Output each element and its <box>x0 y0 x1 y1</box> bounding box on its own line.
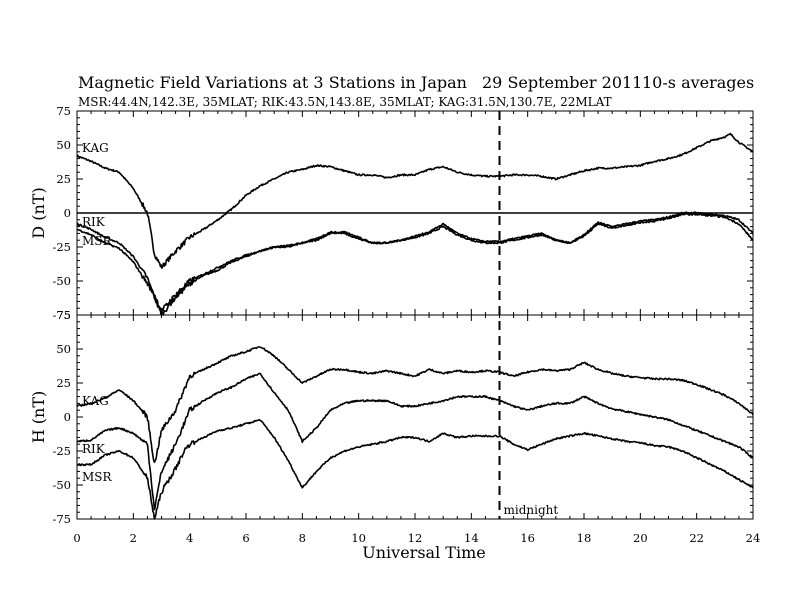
x-tick-label: 18 <box>577 531 592 545</box>
y-tick-label: 75 <box>56 104 71 118</box>
d-axis-label: D (nT) <box>29 187 48 238</box>
y-tick-label: 50 <box>56 342 71 356</box>
y-tick-label: 75 <box>56 308 71 322</box>
y-tick-label: -25 <box>52 240 71 254</box>
y-tick-label: -75 <box>52 512 71 526</box>
d-series-kag-line <box>76 132 754 270</box>
x-tick-label: 10 <box>351 531 366 545</box>
x-tick-label: 20 <box>633 531 648 545</box>
h-series-msr-line <box>77 418 754 520</box>
h-series-kag-line <box>76 346 754 464</box>
chart-averaging: 10-s averages <box>642 73 754 92</box>
y-tick-label: -50 <box>52 478 71 492</box>
h-label-kag: KAG <box>82 394 109 408</box>
x-tick-label: 2 <box>130 531 137 545</box>
x-tick-label: 14 <box>464 531 479 545</box>
y-tick-label: 0 <box>64 206 71 220</box>
y-tick-label: -50 <box>52 274 71 288</box>
d-label-msr: MSR <box>82 234 113 248</box>
y-tick-label: 50 <box>56 138 71 152</box>
d-series-msr-line <box>76 212 754 313</box>
d-series-rik-line <box>76 211 754 316</box>
x-tick-label: 6 <box>242 531 249 545</box>
x-tick-label: 12 <box>408 531 423 545</box>
chart-date: 29 September 2011 <box>482 73 642 92</box>
y-tick-label: 25 <box>56 376 71 390</box>
h-series-rik-line <box>76 372 754 511</box>
x-tick-label: 4 <box>186 531 193 545</box>
h-axis-label: H (nT) <box>29 391 48 444</box>
d-label-rik: RIK <box>82 215 106 229</box>
x-tick-label: 24 <box>746 531 761 545</box>
y-tick-label: -75 <box>52 308 71 322</box>
y-tick-label: -25 <box>52 444 71 458</box>
chart-title: Magnetic Field Variations at 3 Stations … <box>78 73 467 92</box>
stations-line: MSR:44.4N,142.3E, 35MLAT; RIK:43.5N,143.… <box>78 95 612 109</box>
y-tick-label: 0 <box>64 410 71 424</box>
x-tick-label: 16 <box>520 531 535 545</box>
x-tick-label: 22 <box>689 531 704 545</box>
h-label-rik: RIK <box>82 442 106 456</box>
x-tick-label: 8 <box>299 531 306 545</box>
x-axis-label: Universal Time <box>362 543 485 562</box>
x-tick-label: 0 <box>73 531 80 545</box>
midnight-label: midnight <box>504 503 559 517</box>
y-tick-label: 25 <box>56 172 71 186</box>
h-label-msr: MSR <box>82 470 113 484</box>
d-label-kag: KAG <box>82 141 109 155</box>
